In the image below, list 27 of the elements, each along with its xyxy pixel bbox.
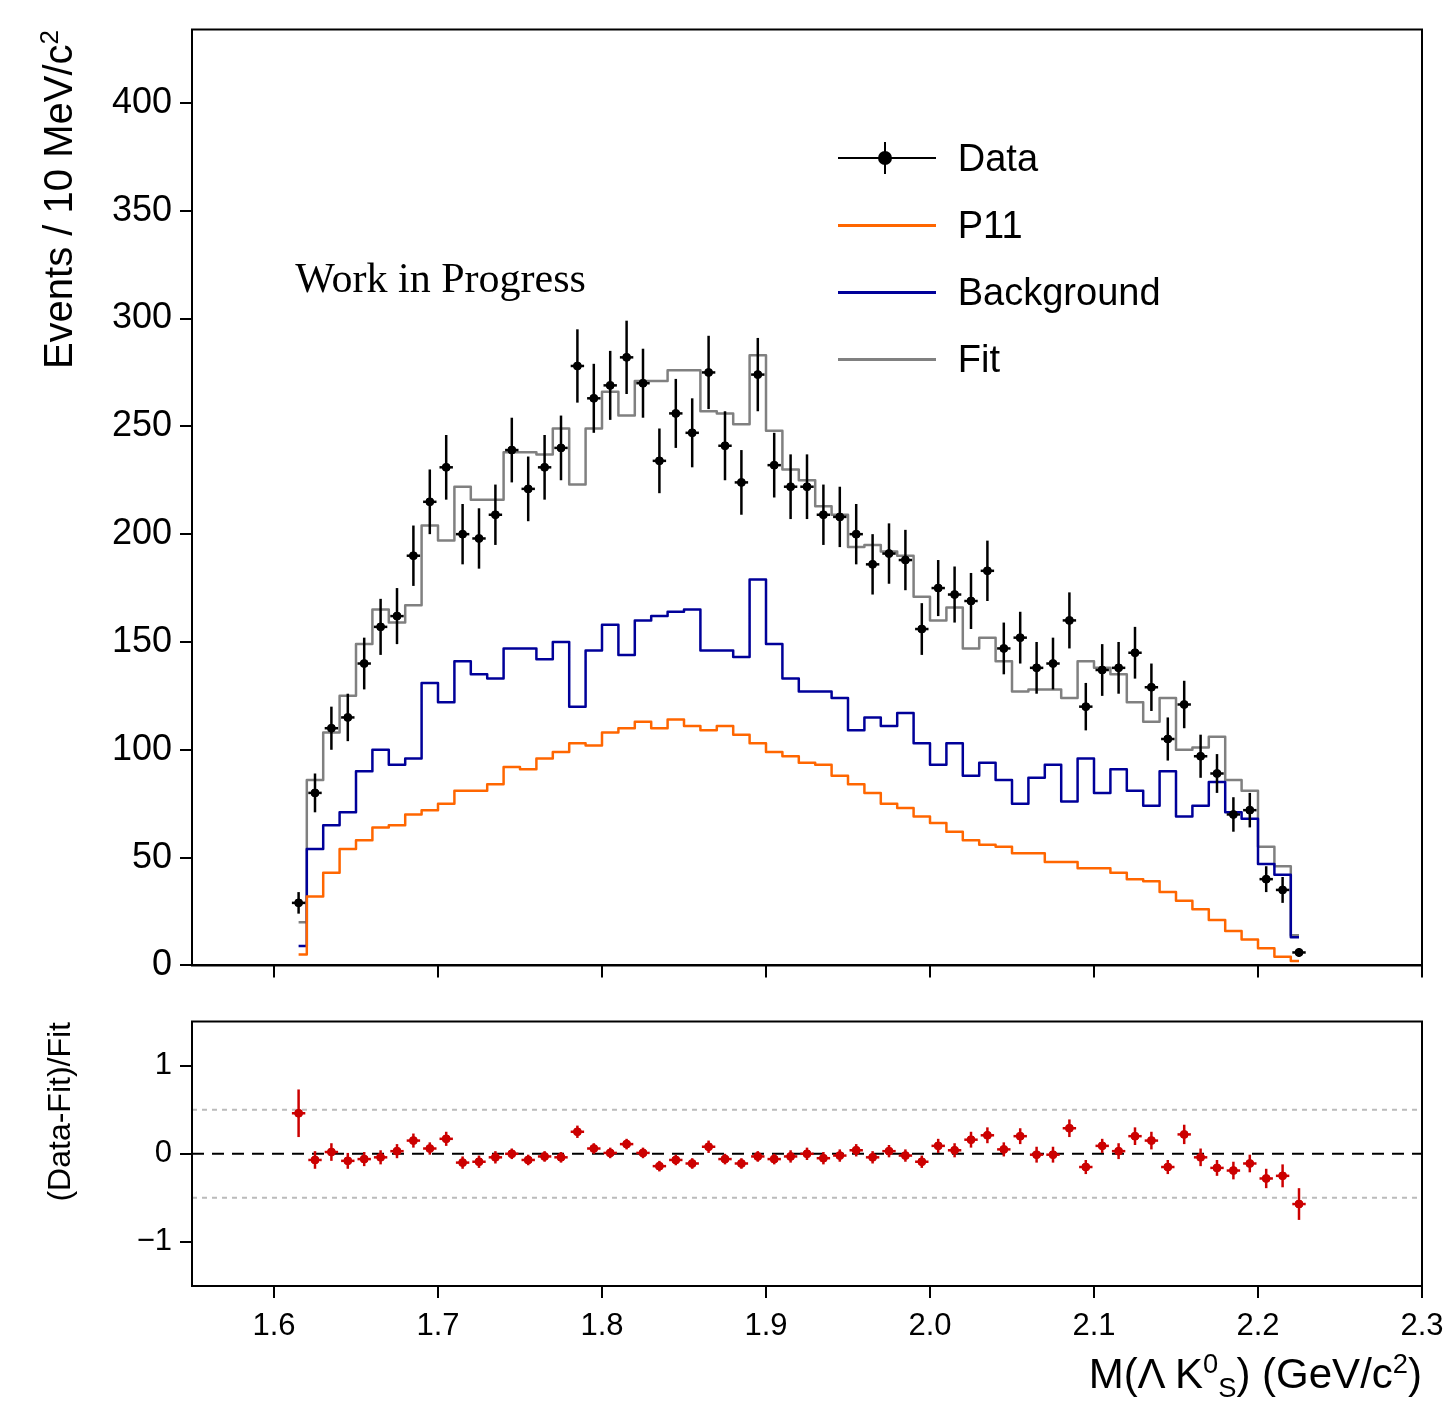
legend-label: Fit bbox=[957, 337, 1000, 381]
x-tick-label: 1.7 bbox=[416, 1307, 460, 1343]
y-tick-label: 1 bbox=[154, 1046, 172, 1082]
x-tick-label: 2.1 bbox=[1072, 1307, 1116, 1343]
y-tick-label: −1 bbox=[136, 1222, 172, 1258]
y-tick-label: 150 bbox=[111, 618, 172, 660]
x-tick-label: 1.6 bbox=[252, 1307, 296, 1343]
y-tick-label: 400 bbox=[111, 79, 172, 121]
y-tick-label: 250 bbox=[111, 403, 172, 445]
legend-label: P11 bbox=[957, 203, 1023, 247]
x-axis-title: M(Λ K$^{0}$$_{S}$) (GeV/c$^{2}$) bbox=[1088, 1348, 1422, 1403]
legend-label: Background bbox=[957, 270, 1161, 314]
annotation: Work in Progress bbox=[295, 254, 586, 301]
y-tick-label: 0 bbox=[154, 1134, 172, 1170]
y-tick-label: 100 bbox=[111, 726, 172, 768]
y-tick-label: 350 bbox=[111, 187, 172, 229]
y-tick-label: 300 bbox=[111, 295, 172, 337]
y-tick-label: 200 bbox=[111, 511, 172, 553]
y-tick-label: 50 bbox=[131, 834, 172, 876]
y-axis-title: (Data-Fit)/Fit bbox=[40, 1021, 78, 1204]
x-tick-label: 1.9 bbox=[744, 1307, 788, 1343]
y-tick-label: 0 bbox=[151, 942, 172, 984]
legend-label: Data bbox=[957, 136, 1039, 180]
x-tick-label: 2.3 bbox=[1400, 1307, 1444, 1343]
x-tick-label: 2.0 bbox=[908, 1307, 952, 1343]
x-tick-label: 2.2 bbox=[1236, 1307, 1280, 1343]
x-tick-label: 1.8 bbox=[580, 1307, 624, 1343]
